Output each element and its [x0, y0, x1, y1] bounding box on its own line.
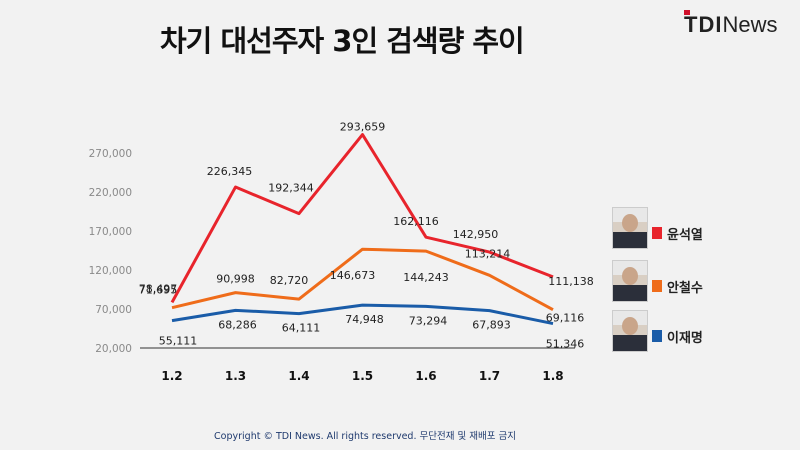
legend-label-ahn: 안철수 [667, 281, 703, 296]
brand-news: News [722, 12, 778, 37]
series-line-2 [171, 247, 554, 312]
data-label: 71,695 [139, 284, 178, 297]
x-tick-label: 1.8 [542, 369, 563, 383]
series-line-3 [171, 303, 554, 326]
candidate-photo-yoon [612, 207, 648, 249]
data-label: 69,116 [546, 312, 585, 325]
data-label: 90,998 [216, 273, 255, 286]
candidate-photo-ahn [612, 260, 648, 302]
legend-label-yoon: 윤석열 [667, 228, 703, 243]
data-label: 293,659 [340, 121, 386, 134]
data-label: 142,950 [453, 228, 499, 241]
y-tick-label: 270,000 [89, 148, 132, 160]
brand-logo: TDINews [684, 12, 777, 38]
data-label: 74,948 [345, 313, 384, 326]
data-label: 111,138 [548, 275, 594, 288]
data-label: 78,497 [139, 282, 178, 295]
y-tick-label: 170,000 [89, 226, 132, 238]
y-tick-label: 120,000 [89, 265, 132, 277]
candidate-photo-lee [612, 310, 648, 352]
data-label: 192,344 [268, 182, 314, 195]
brand-mark [684, 10, 690, 15]
copyright-footer: Copyright © TDI News. All rights reserve… [214, 431, 516, 442]
data-label: 64,111 [282, 322, 321, 335]
data-label: 144,243 [403, 271, 449, 284]
data-label: 51,346 [546, 338, 585, 351]
x-tick-label: 1.6 [415, 369, 436, 383]
data-label: 162,116 [393, 215, 439, 228]
x-tick-label: 1.2 [161, 369, 182, 383]
x-tick-label: 1.4 [288, 369, 309, 383]
legend-swatch-ahn [652, 280, 662, 292]
data-label: 68,286 [218, 318, 257, 331]
data-label: 55,111 [159, 335, 198, 348]
data-label: 82,720 [270, 274, 309, 287]
data-label: 226,345 [207, 165, 253, 178]
y-tick-label: 20,000 [95, 343, 132, 355]
legend-swatch-lee [652, 330, 662, 342]
legend-swatch-yoon [652, 227, 662, 239]
x-tick-label: 1.5 [352, 369, 373, 383]
series-line-1 [170, 133, 554, 304]
brand-tdi: TDI [684, 12, 723, 37]
data-label: 146,673 [330, 269, 376, 282]
legend-label-lee: 이재명 [667, 331, 703, 346]
y-tick-label: 220,000 [89, 187, 132, 199]
chart-title: 차기 대선주자 3인 검색량 추이 [160, 24, 525, 58]
x-tick-label: 1.7 [479, 369, 500, 383]
data-label: 113,214 [465, 247, 511, 260]
x-tick-label: 1.3 [225, 369, 246, 383]
y-tick-label: 70,000 [95, 304, 132, 316]
data-label: 73,294 [409, 314, 448, 327]
data-label: 67,893 [472, 319, 511, 332]
